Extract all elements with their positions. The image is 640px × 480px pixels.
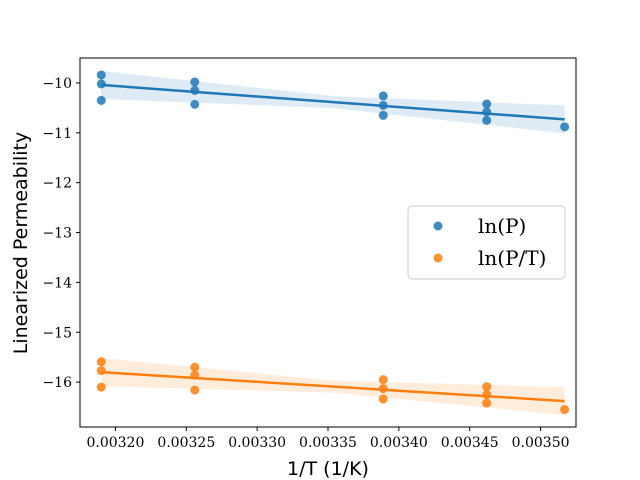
ln-p-t-point	[378, 375, 388, 385]
ln-p-t-point	[482, 390, 492, 400]
ln-p-t-point	[96, 366, 106, 376]
legend-marker-ln-p-t	[433, 253, 443, 263]
legend-marker-ln-p	[433, 221, 443, 231]
ln-p-point	[482, 115, 492, 125]
ln-p-point	[96, 95, 106, 105]
ln-p-point	[378, 110, 388, 120]
legend-label-ln-p: ln(P)	[478, 214, 526, 238]
y-axis-label: Linearized Permeability	[10, 132, 32, 354]
y-axis-ticks: −10 −11 −12 −13 −14 −15 −16	[42, 76, 80, 391]
y-tick-label: −15	[42, 325, 72, 341]
legend-label-ln-p-t: ln(P/T)	[478, 246, 546, 270]
legend: ln(P) ln(P/T)	[407, 205, 566, 280]
x-axis-ticks: 0.00320 0.00325 0.00330 0.00335 0.00340 0.003…	[86, 427, 570, 451]
x-tick-label: 0.00350	[512, 435, 570, 451]
ln-p-t-point	[96, 357, 106, 367]
y-tick-label: −13	[42, 226, 72, 242]
y-tick-label: −14	[42, 275, 72, 291]
ln-p-point	[560, 122, 570, 132]
ln-p-t-point	[560, 405, 570, 415]
ln-p-t-point	[96, 382, 106, 392]
ln-p-t-point	[190, 385, 200, 395]
ln-p-point	[190, 85, 200, 95]
ln-p-t-point	[482, 398, 492, 408]
y-tick-label: −10	[42, 76, 72, 92]
x-tick-label: 0.00345	[441, 435, 499, 451]
ln-p-t-point	[190, 362, 200, 372]
y-tick-label: −16	[42, 375, 72, 391]
y-tick-label: −12	[42, 176, 72, 192]
ln-p-t-point	[482, 382, 492, 392]
x-tick-label: 0.00325	[157, 435, 215, 451]
x-tick-label: 0.00320	[86, 435, 144, 451]
ln-p-point	[378, 100, 388, 110]
x-tick-label: 0.00335	[299, 435, 357, 451]
ln-p-t-point	[378, 384, 388, 394]
ln-p-point	[96, 70, 106, 80]
ln-p-t-point	[190, 370, 200, 380]
ln-p-point	[96, 79, 106, 89]
ln-p-point	[482, 107, 492, 117]
data-points	[96, 70, 570, 415]
ln-p-point	[190, 77, 200, 87]
y-tick-label: −11	[42, 126, 72, 142]
ln-p-point	[190, 99, 200, 109]
x-tick-label: 0.00330	[228, 435, 286, 451]
ln-p-point	[482, 99, 492, 109]
x-tick-label: 0.00340	[370, 435, 428, 451]
ln-p-point	[378, 91, 388, 101]
ln-p-fit-line	[101, 83, 565, 121]
x-axis-label: 1/T (1/K)	[287, 458, 369, 480]
ln-p-t-point	[378, 394, 388, 404]
legend-box	[407, 205, 566, 280]
